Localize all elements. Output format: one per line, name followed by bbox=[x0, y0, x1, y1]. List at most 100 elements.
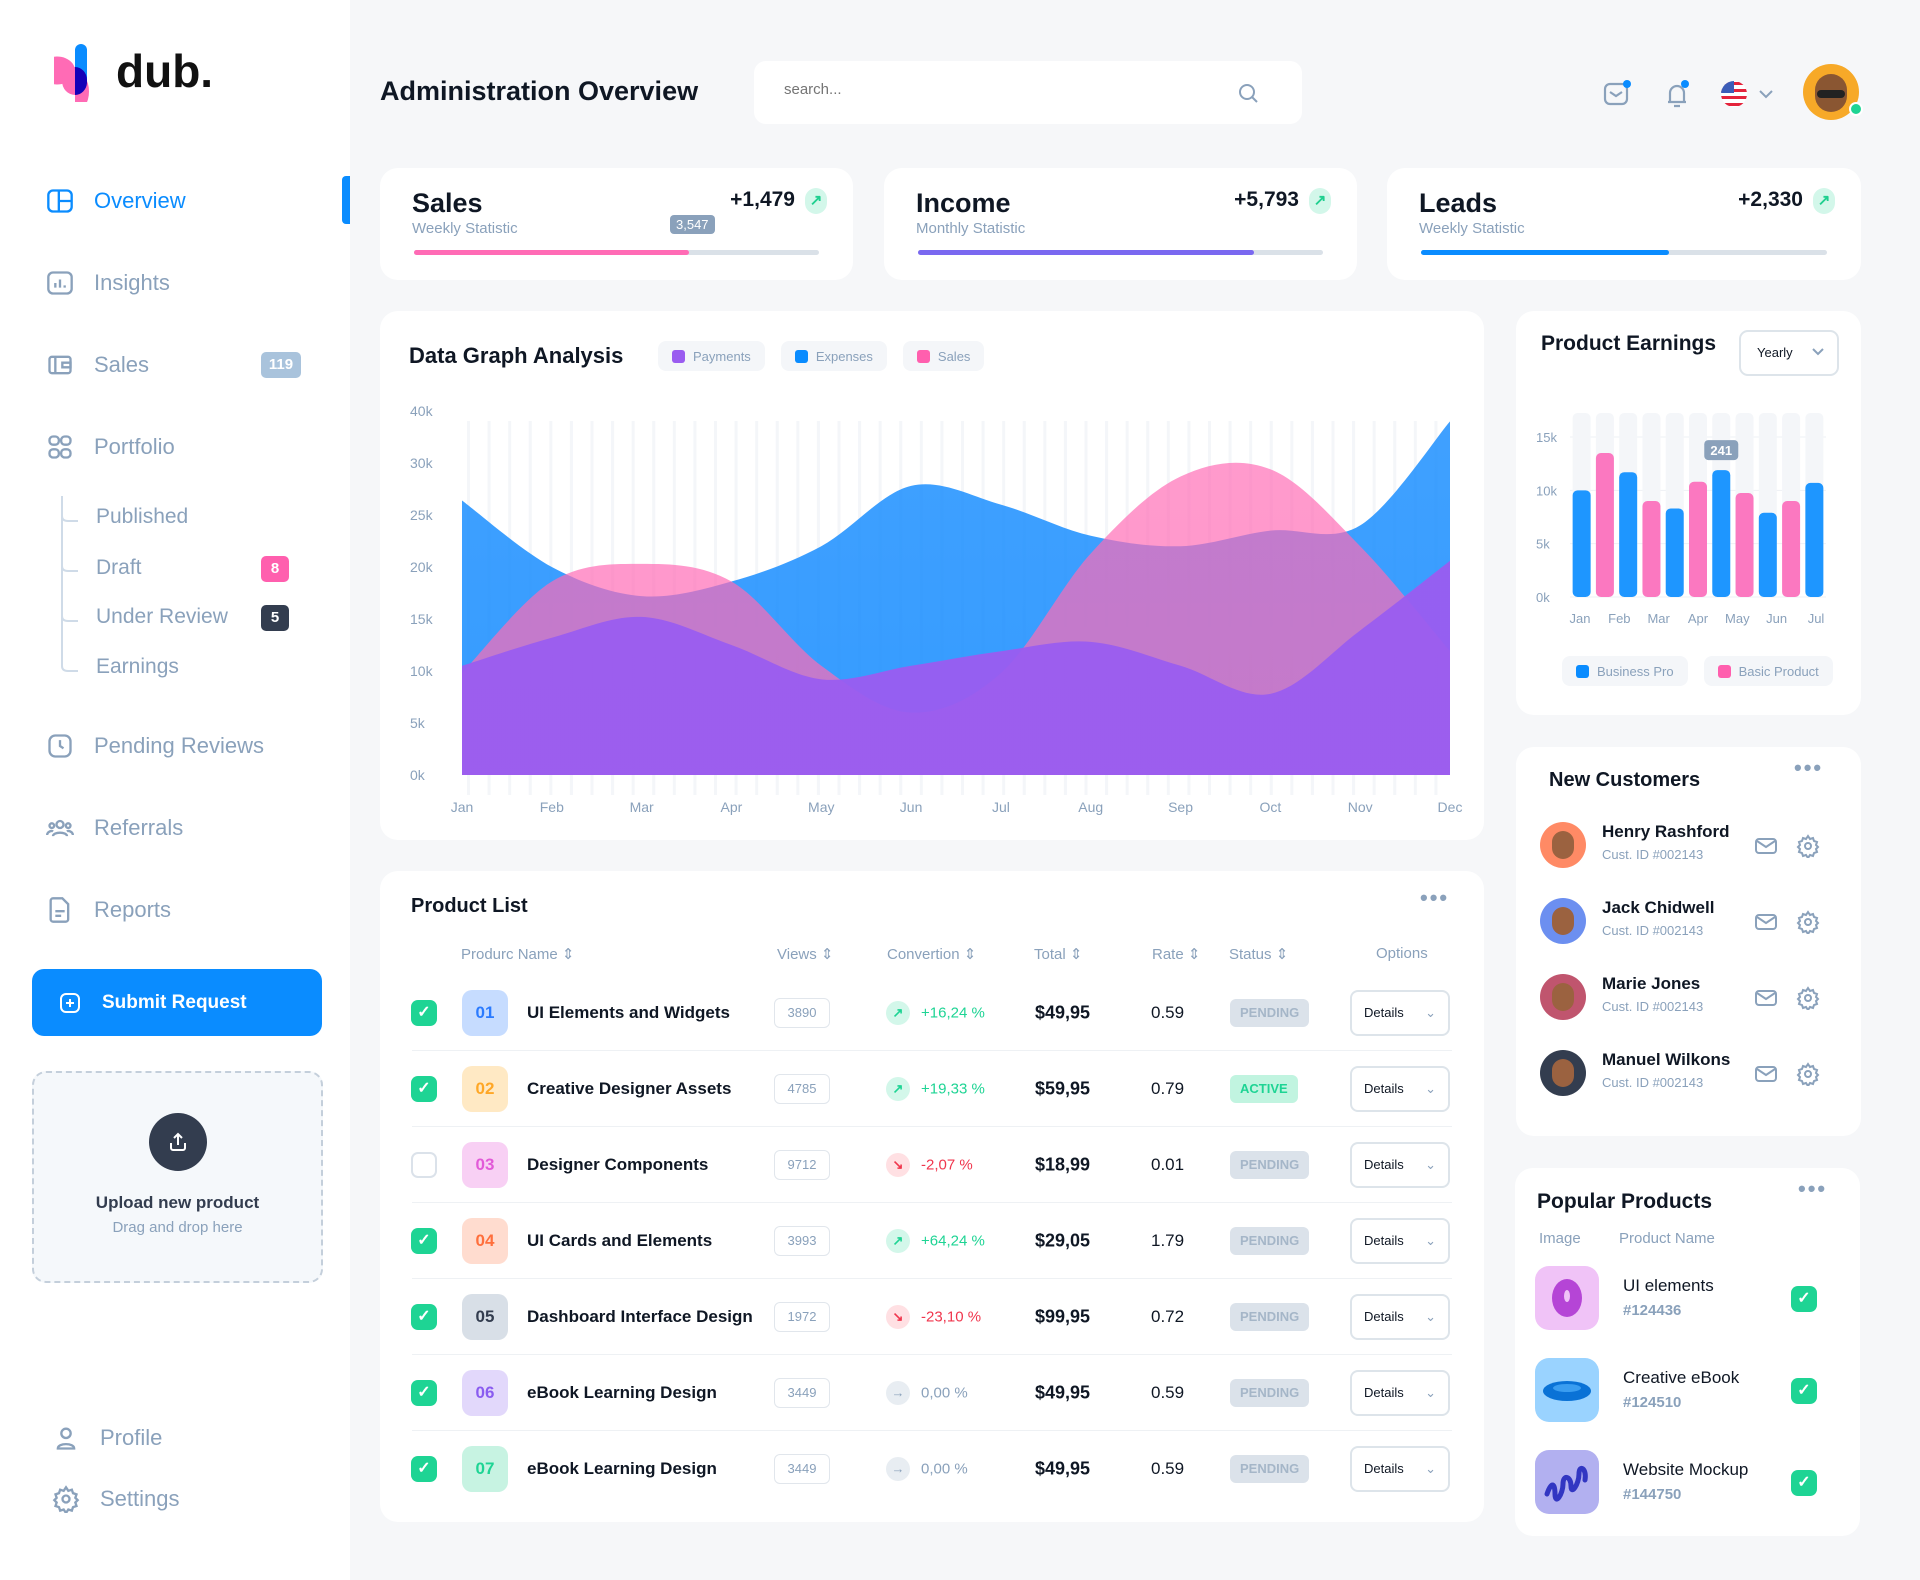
col-header-total[interactable]: Total ⇕ bbox=[1034, 946, 1083, 963]
submit-request-button[interactable]: Submit Request bbox=[32, 969, 322, 1036]
bar-3 bbox=[1642, 501, 1661, 597]
customer-item[interactable]: Jack Chidwell Cust. ID #002143 bbox=[1540, 892, 1840, 952]
customer-item[interactable]: Marie Jones Cust. ID #002143 bbox=[1540, 968, 1840, 1028]
col-header-rate[interactable]: Rate ⇕ bbox=[1152, 946, 1201, 963]
mail-icon[interactable] bbox=[1754, 910, 1778, 934]
wallet-icon bbox=[48, 355, 72, 375]
stat-title: Income bbox=[916, 188, 1011, 218]
language-selector[interactable] bbox=[1720, 80, 1780, 108]
more-options-icon[interactable]: ••• bbox=[1798, 1176, 1828, 1201]
row-checkbox[interactable]: ✓ bbox=[411, 1076, 437, 1102]
legend-business-pro[interactable]: Business Pro bbox=[1562, 656, 1688, 686]
check-icon[interactable]: ✓ bbox=[1791, 1286, 1817, 1312]
col-header-status[interactable]: Status ⇕ bbox=[1229, 946, 1289, 963]
details-dropdown[interactable]: Details ⌄ bbox=[1350, 1370, 1450, 1416]
details-label: Details bbox=[1364, 1385, 1404, 1400]
product-name[interactable]: eBook Learning Design bbox=[527, 1459, 717, 1478]
row-checkbox[interactable]: ✓ bbox=[411, 1380, 437, 1406]
product-name[interactable]: UI Cards and Elements bbox=[527, 1231, 713, 1250]
gear-icon[interactable] bbox=[1796, 910, 1820, 934]
bell-icon[interactable] bbox=[1662, 78, 1692, 110]
sidebar-item-reports[interactable]: Reports bbox=[46, 890, 171, 930]
details-dropdown[interactable]: Details ⌄ bbox=[1350, 1142, 1450, 1188]
legend-label: Expenses bbox=[815, 348, 873, 364]
mail-icon[interactable] bbox=[1754, 986, 1778, 1010]
upload-icon[interactable] bbox=[148, 1113, 207, 1171]
sidebar-item-sales[interactable]: Sales bbox=[46, 345, 149, 385]
col-header-name[interactable]: Produrc Name ⇕ bbox=[461, 946, 575, 963]
search-input[interactable] bbox=[784, 81, 1184, 98]
row-checkbox[interactable]: ✓ bbox=[411, 1456, 437, 1482]
legend-sales[interactable]: Sales bbox=[902, 341, 985, 371]
sidebar-item-portfolio[interactable]: Portfolio bbox=[46, 427, 175, 467]
details-label: Details bbox=[1364, 1081, 1404, 1096]
gear-icon[interactable] bbox=[1796, 1062, 1820, 1086]
x-tick-label: Jan bbox=[451, 799, 474, 815]
popular-product-item[interactable]: Website Mockup #144750 ✓ bbox=[1535, 1450, 1845, 1520]
sidebar-subitem-draft[interactable]: Draft bbox=[96, 556, 142, 579]
rate-value: 0.59 bbox=[1151, 1383, 1185, 1402]
gear-icon[interactable] bbox=[1796, 834, 1820, 858]
row-checkbox[interactable] bbox=[411, 1152, 437, 1178]
clock-icon bbox=[48, 734, 72, 758]
mail-icon[interactable] bbox=[1754, 834, 1778, 858]
table-row: ✓ 06 eBook Learning Design 3449 → 0,00 %… bbox=[380, 1355, 1484, 1431]
sidebar-item-pending-reviews[interactable]: Pending Reviews bbox=[46, 726, 264, 766]
product-name[interactable]: Dashboard Interface Design bbox=[527, 1307, 753, 1326]
customer-avatar bbox=[1540, 1050, 1586, 1096]
col-header-conversion[interactable]: Convertion ⇕ bbox=[887, 946, 977, 963]
sidebar-item-label: Portfolio bbox=[94, 434, 175, 459]
x-tick-label: Mar bbox=[1647, 611, 1670, 626]
chevron-down-icon: ⌄ bbox=[1425, 1461, 1436, 1476]
sidebar-subitem-under-review[interactable]: Under Review bbox=[96, 605, 228, 628]
product-name[interactable]: Creative Designer Assets bbox=[527, 1079, 732, 1098]
sidebar-item-referrals[interactable]: Referrals bbox=[46, 808, 183, 848]
col-header-views[interactable]: Views ⇕ bbox=[777, 946, 834, 963]
gear-icon[interactable] bbox=[1796, 986, 1820, 1010]
details-dropdown[interactable]: Details ⌄ bbox=[1350, 1066, 1450, 1112]
legend-basic-product[interactable]: Basic Product bbox=[1703, 656, 1833, 686]
layout-icon bbox=[47, 189, 73, 213]
details-dropdown[interactable]: Details ⌄ bbox=[1350, 1446, 1450, 1492]
product-name: Creative eBook bbox=[1623, 1368, 1740, 1387]
bar-9 bbox=[1782, 501, 1801, 597]
search-icon[interactable] bbox=[1236, 81, 1260, 105]
product-name[interactable]: UI Elements and Widgets bbox=[527, 1003, 730, 1022]
details-dropdown[interactable]: Details ⌄ bbox=[1350, 1218, 1450, 1264]
sidebar-subitem-earnings[interactable]: Earnings bbox=[96, 655, 179, 678]
x-tick-label: Sep bbox=[1168, 799, 1193, 815]
period-select[interactable]: Yearly bbox=[1739, 330, 1839, 376]
product-name[interactable]: Designer Components bbox=[527, 1155, 709, 1174]
more-options-icon[interactable]: ••• bbox=[1794, 755, 1824, 780]
logo[interactable]: dub. bbox=[54, 40, 224, 102]
customer-item[interactable]: Henry Rashford Cust. ID #002143 bbox=[1540, 816, 1840, 876]
popular-product-item[interactable]: Creative eBook #124510 ✓ bbox=[1535, 1358, 1845, 1428]
legend-expenses[interactable]: Expenses bbox=[780, 341, 887, 371]
mail-icon[interactable] bbox=[1754, 1062, 1778, 1086]
col-header-options: Options bbox=[1376, 945, 1428, 962]
row-checkbox[interactable]: ✓ bbox=[411, 1228, 437, 1254]
product-name[interactable]: eBook Learning Design bbox=[527, 1383, 717, 1402]
y-tick-label: 40k bbox=[410, 403, 434, 419]
popular-product-item[interactable]: UI elements #124436 ✓ bbox=[1535, 1266, 1845, 1336]
upload-dropzone[interactable]: Upload new product Drag and drop here bbox=[32, 1071, 323, 1283]
check-icon[interactable]: ✓ bbox=[1791, 1378, 1817, 1404]
details-dropdown[interactable]: Details ⌄ bbox=[1350, 1294, 1450, 1340]
trend-up-icon: ↗ bbox=[886, 1001, 910, 1025]
more-options-icon[interactable]: ••• bbox=[1420, 885, 1450, 910]
row-checkbox[interactable]: ✓ bbox=[411, 1000, 437, 1026]
customer-item[interactable]: Manuel Wilkons Cust. ID #002143 bbox=[1540, 1044, 1840, 1104]
sidebar-item-insights[interactable]: Insights bbox=[46, 263, 170, 303]
mail-icon[interactable] bbox=[1602, 78, 1632, 108]
product-id: #124436 bbox=[1623, 1302, 1682, 1319]
sidebar-item-overview[interactable]: Overview bbox=[46, 181, 186, 221]
row-checkbox[interactable]: ✓ bbox=[411, 1304, 437, 1330]
search-box[interactable] bbox=[754, 61, 1302, 124]
check-icon[interactable]: ✓ bbox=[1791, 1470, 1817, 1496]
sidebar-subitem-published[interactable]: Published bbox=[96, 505, 189, 528]
sidebar-item-profile[interactable]: Profile bbox=[52, 1418, 162, 1458]
sidebar-item-settings[interactable]: Settings bbox=[52, 1479, 180, 1519]
progress-bar bbox=[1421, 250, 1827, 255]
legend-payments[interactable]: Payments bbox=[658, 341, 765, 371]
details-dropdown[interactable]: Details ⌄ bbox=[1350, 990, 1450, 1036]
